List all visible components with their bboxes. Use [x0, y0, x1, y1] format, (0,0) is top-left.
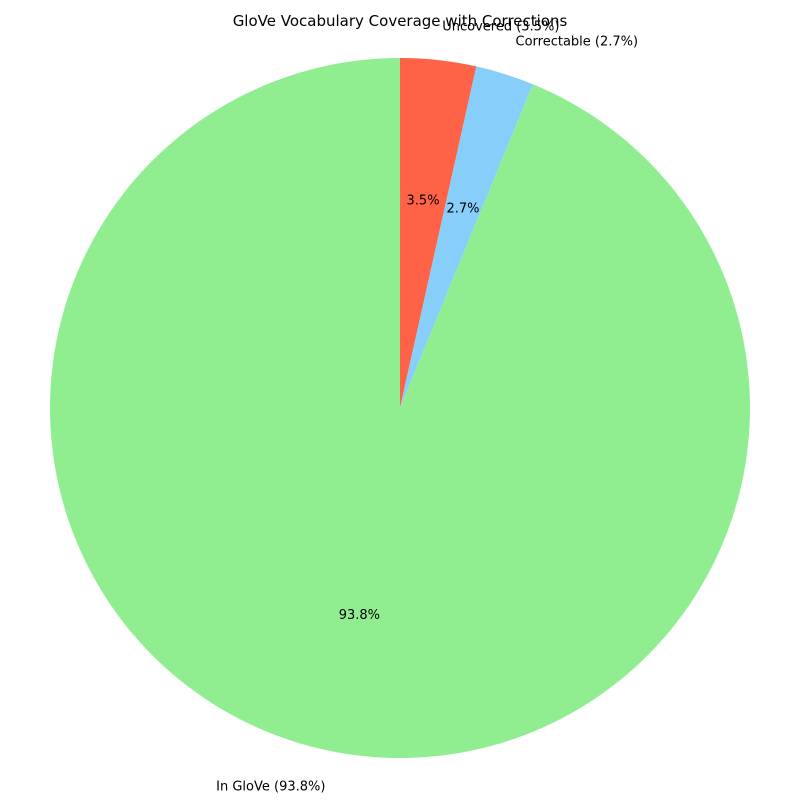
- pie-labels: Uncovered (3.5%) 3.5% Correctable (2.7%) 2.…: [216, 19, 638, 794]
- pie-slice: [49, 58, 751, 758]
- pie-slices: [49, 58, 751, 758]
- slice-percent-label: 3.5%: [407, 193, 440, 208]
- pie-slice: [400, 58, 477, 408]
- slice-percent-label: 93.8%: [339, 608, 380, 623]
- chart-title: GloVe Vocabulary Coverage with Correctio…: [233, 12, 568, 30]
- slice-label: Uncovered (3.5%): [442, 19, 559, 34]
- slice-percent-label: 2.7%: [446, 202, 479, 217]
- pie-slice: [400, 66, 533, 408]
- slice-label: Correctable (2.7%): [516, 35, 639, 50]
- slice-label: In GloVe (93.8%): [216, 780, 325, 795]
